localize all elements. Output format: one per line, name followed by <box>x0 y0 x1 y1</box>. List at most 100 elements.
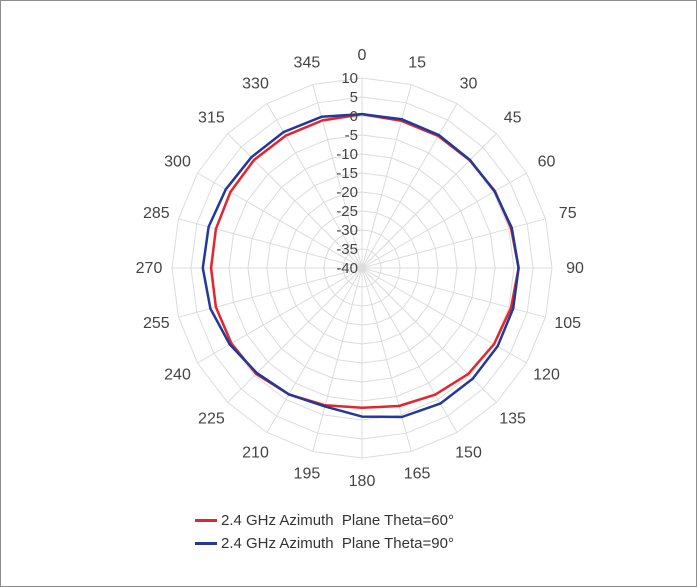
series-point <box>282 131 285 133</box>
grid-spoke <box>361 267 527 364</box>
grid-spoke <box>361 103 458 269</box>
angle-tick-label: 120 <box>533 367 560 384</box>
series-point <box>230 342 233 345</box>
angle-tick-label: 300 <box>164 154 191 171</box>
series-point <box>512 307 514 310</box>
angle-tick-label: 165 <box>404 466 431 483</box>
series-point <box>401 416 403 418</box>
angle-tick-label: 285 <box>143 205 170 222</box>
grid-spoke <box>361 267 546 318</box>
chart-legend: 2.4 GHz Azimuth Plane Theta=60° 2.4 GHz … <box>195 509 454 555</box>
series-point <box>469 159 471 161</box>
angle-tick-label: 315 <box>198 109 225 126</box>
radial-tick-label: -15 <box>336 165 358 182</box>
angle-tick-label: 0 <box>358 47 367 64</box>
angle-tick-label: 210 <box>242 445 269 462</box>
grid-spoke <box>197 267 363 364</box>
angle-tick-label: 255 <box>143 315 170 332</box>
series-point <box>401 118 403 121</box>
grid-spoke <box>361 267 458 433</box>
series-point <box>324 405 326 408</box>
series-point <box>288 393 290 396</box>
radial-tick-label: 0 <box>350 108 358 125</box>
series-point <box>493 190 496 193</box>
legend-label-theta-90: 2.4 GHz Azimuth Plane Theta=90° <box>221 535 454 552</box>
series-point <box>215 306 217 308</box>
legend-swatch-theta-60 <box>195 519 217 522</box>
series-point <box>434 393 436 396</box>
series-point <box>361 407 363 409</box>
series-point <box>438 134 440 136</box>
series-point <box>510 307 512 309</box>
radial-tick-label: -20 <box>336 184 358 201</box>
series-point <box>210 267 212 269</box>
angle-tick-label: 150 <box>455 445 482 462</box>
angle-tick-label: 195 <box>294 466 321 483</box>
angle-tick-label: 330 <box>242 76 269 93</box>
radar-series-group <box>201 112 520 419</box>
grid-spoke <box>312 84 363 269</box>
radial-tick-label: 5 <box>350 89 358 106</box>
series-point <box>361 113 363 115</box>
radial-tick-label: -5 <box>345 127 358 144</box>
series-point <box>471 377 474 380</box>
series-point <box>467 373 469 375</box>
radial-tick-label: 10 <box>341 70 358 87</box>
series-point <box>228 343 231 346</box>
angle-tick-label: 135 <box>499 411 526 428</box>
grid-spoke <box>361 267 497 403</box>
angle-tick-label: 240 <box>164 367 191 384</box>
grid-spoke <box>266 267 363 433</box>
series-point <box>253 159 255 161</box>
angle-tick-label: 225 <box>198 411 225 428</box>
legend-item-theta-90: 2.4 GHz Azimuth Plane Theta=90° <box>195 532 454 555</box>
legend-item-theta-60: 2.4 GHz Azimuth Plane Theta=60° <box>195 509 454 532</box>
radial-tick-label: -10 <box>336 146 358 163</box>
angle-tick-label: 15 <box>408 54 426 71</box>
angle-tick-label: 345 <box>294 54 321 71</box>
series-point <box>202 267 204 269</box>
radial-tick-label: -40 <box>336 260 358 277</box>
grid-spoke <box>361 172 527 269</box>
grid-spoke <box>361 267 412 452</box>
radial-tick-label: -30 <box>336 222 358 239</box>
series-point <box>517 267 520 269</box>
series-point <box>284 134 287 137</box>
series-point <box>496 345 499 348</box>
grid-spoke <box>361 84 412 269</box>
radar-labels: 0 153045607590105120135150165180195210225… <box>136 47 584 490</box>
series-point <box>209 307 212 310</box>
angle-tick-label: 180 <box>349 473 376 490</box>
series-point <box>229 191 232 193</box>
grid-spoke <box>361 218 546 269</box>
angle-tick-label: 105 <box>554 315 581 332</box>
legend-label-theta-60: 2.4 GHz Azimuth Plane Theta=60° <box>221 512 454 529</box>
grid-spoke <box>227 133 363 269</box>
series-point <box>215 228 217 230</box>
series-point <box>207 226 210 228</box>
angle-tick-label: 270 <box>136 260 163 277</box>
grid-spoke <box>266 103 363 269</box>
radar-grid <box>171 77 553 459</box>
grid-spoke <box>227 267 363 403</box>
angle-tick-label: 90 <box>566 260 584 277</box>
grid-spoke <box>312 267 363 452</box>
legend-swatch-theta-90 <box>195 542 217 545</box>
series-point <box>398 405 400 407</box>
radial-tick-label: -25 <box>336 203 358 220</box>
series-point <box>225 188 227 191</box>
series-point <box>320 116 323 118</box>
series-point <box>321 119 324 122</box>
series-point <box>256 372 258 374</box>
radial-tick-label: -35 <box>336 241 358 258</box>
series-point <box>439 402 442 405</box>
angle-tick-label: 30 <box>460 76 478 93</box>
angle-tick-label: 60 <box>538 154 556 171</box>
series-point <box>250 156 253 159</box>
series-point <box>361 415 363 418</box>
angle-tick-label: 45 <box>504 109 522 126</box>
grid-spoke <box>178 267 363 318</box>
angle-tick-label: 75 <box>559 205 577 222</box>
